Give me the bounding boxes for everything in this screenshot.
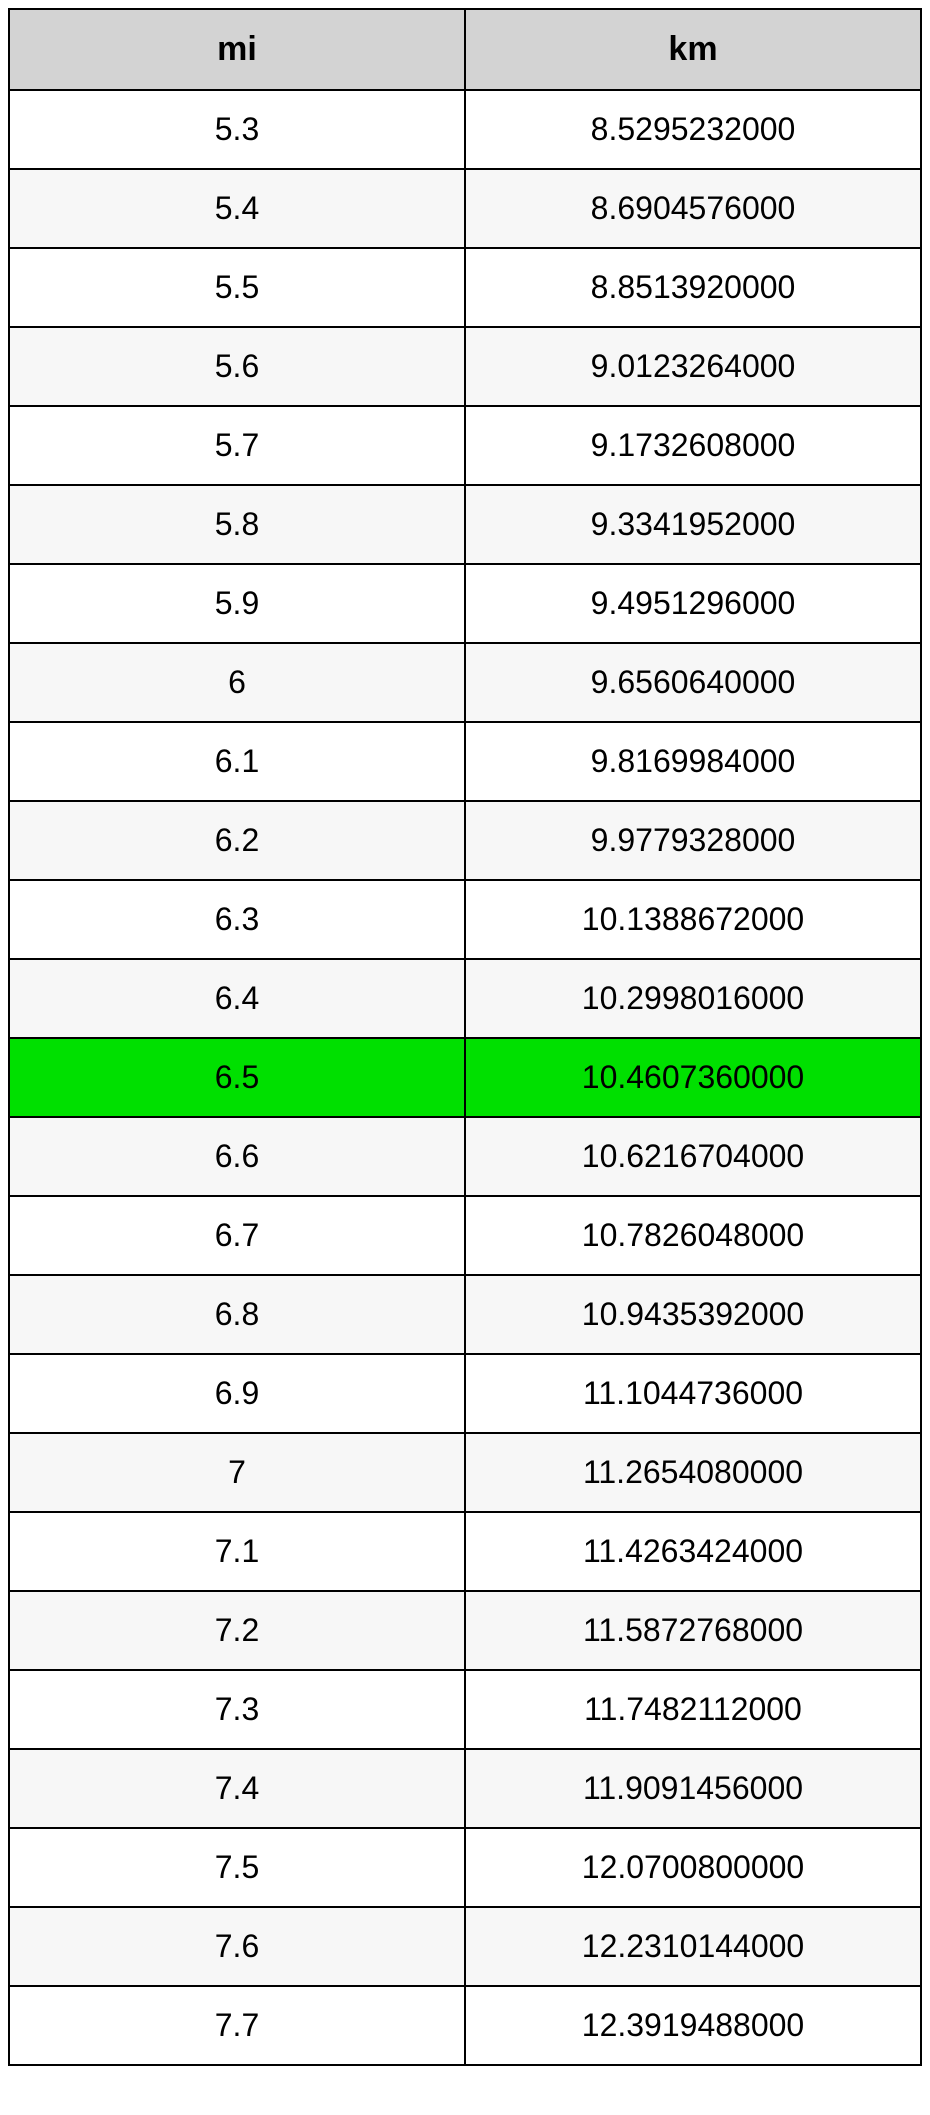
cell-mi: 7.6: [9, 1907, 465, 1986]
cell-km: 8.8513920000: [465, 248, 921, 327]
table-header: mi km: [9, 9, 921, 90]
cell-mi: 6.1: [9, 722, 465, 801]
table-row: 6.19.8169984000: [9, 722, 921, 801]
table-row: 7.311.7482112000: [9, 1670, 921, 1749]
conversion-table: mi km 5.38.52952320005.48.69045760005.58…: [8, 8, 922, 2066]
cell-km: 9.3341952000: [465, 485, 921, 564]
cell-mi: 6.9: [9, 1354, 465, 1433]
table-row: 5.99.4951296000: [9, 564, 921, 643]
table-row: 7.512.0700800000: [9, 1828, 921, 1907]
cell-km: 12.0700800000: [465, 1828, 921, 1907]
cell-mi: 7.1: [9, 1512, 465, 1591]
table-row: 7.411.9091456000: [9, 1749, 921, 1828]
cell-mi: 5.8: [9, 485, 465, 564]
table-row: 5.38.5295232000: [9, 90, 921, 169]
cell-km: 10.1388672000: [465, 880, 921, 959]
table-row: 7.111.4263424000: [9, 1512, 921, 1591]
cell-km: 11.1044736000: [465, 1354, 921, 1433]
cell-km: 9.8169984000: [465, 722, 921, 801]
cell-mi: 6.7: [9, 1196, 465, 1275]
cell-km: 11.7482112000: [465, 1670, 921, 1749]
cell-mi: 6.5: [9, 1038, 465, 1117]
cell-km: 11.4263424000: [465, 1512, 921, 1591]
table-row: 6.911.1044736000: [9, 1354, 921, 1433]
table-row: 6.810.9435392000: [9, 1275, 921, 1354]
table-row: 6.710.7826048000: [9, 1196, 921, 1275]
cell-km: 9.6560640000: [465, 643, 921, 722]
cell-mi: 6.6: [9, 1117, 465, 1196]
table-row: 7.712.3919488000: [9, 1986, 921, 2065]
table-row: 6.310.1388672000: [9, 880, 921, 959]
cell-km: 12.3919488000: [465, 1986, 921, 2065]
table-row: 7.211.5872768000: [9, 1591, 921, 1670]
cell-mi: 5.4: [9, 169, 465, 248]
cell-km: 8.5295232000: [465, 90, 921, 169]
header-row: mi km: [9, 9, 921, 90]
table-row: 69.6560640000: [9, 643, 921, 722]
cell-mi: 7.2: [9, 1591, 465, 1670]
cell-km: 9.9779328000: [465, 801, 921, 880]
cell-km: 12.2310144000: [465, 1907, 921, 1986]
table-row: 711.2654080000: [9, 1433, 921, 1512]
table-row: 5.69.0123264000: [9, 327, 921, 406]
cell-mi: 5.7: [9, 406, 465, 485]
cell-km: 10.9435392000: [465, 1275, 921, 1354]
cell-mi: 7.5: [9, 1828, 465, 1907]
cell-km: 11.2654080000: [465, 1433, 921, 1512]
header-mi: mi: [9, 9, 465, 90]
cell-mi: 6.4: [9, 959, 465, 1038]
cell-mi: 6.8: [9, 1275, 465, 1354]
cell-mi: 7.7: [9, 1986, 465, 2065]
table-row: 5.89.3341952000: [9, 485, 921, 564]
table-row: 5.79.1732608000: [9, 406, 921, 485]
cell-mi: 7: [9, 1433, 465, 1512]
cell-km: 10.7826048000: [465, 1196, 921, 1275]
cell-mi: 6: [9, 643, 465, 722]
cell-mi: 6.2: [9, 801, 465, 880]
table-row: 6.510.4607360000: [9, 1038, 921, 1117]
header-km: km: [465, 9, 921, 90]
cell-km: 11.5872768000: [465, 1591, 921, 1670]
cell-mi: 5.5: [9, 248, 465, 327]
table-row: 5.58.8513920000: [9, 248, 921, 327]
table-row: 7.612.2310144000: [9, 1907, 921, 1986]
cell-km: 10.6216704000: [465, 1117, 921, 1196]
cell-km: 9.0123264000: [465, 327, 921, 406]
cell-km: 10.2998016000: [465, 959, 921, 1038]
table-row: 6.410.2998016000: [9, 959, 921, 1038]
cell-mi: 5.9: [9, 564, 465, 643]
cell-km: 9.4951296000: [465, 564, 921, 643]
table-row: 6.29.9779328000: [9, 801, 921, 880]
cell-km: 8.6904576000: [465, 169, 921, 248]
cell-mi: 7.3: [9, 1670, 465, 1749]
cell-km: 10.4607360000: [465, 1038, 921, 1117]
cell-mi: 6.3: [9, 880, 465, 959]
table-row: 5.48.6904576000: [9, 169, 921, 248]
cell-km: 9.1732608000: [465, 406, 921, 485]
table-row: 6.610.6216704000: [9, 1117, 921, 1196]
cell-mi: 7.4: [9, 1749, 465, 1828]
table-body: 5.38.52952320005.48.69045760005.58.85139…: [9, 90, 921, 2065]
cell-mi: 5.6: [9, 327, 465, 406]
cell-km: 11.9091456000: [465, 1749, 921, 1828]
cell-mi: 5.3: [9, 90, 465, 169]
